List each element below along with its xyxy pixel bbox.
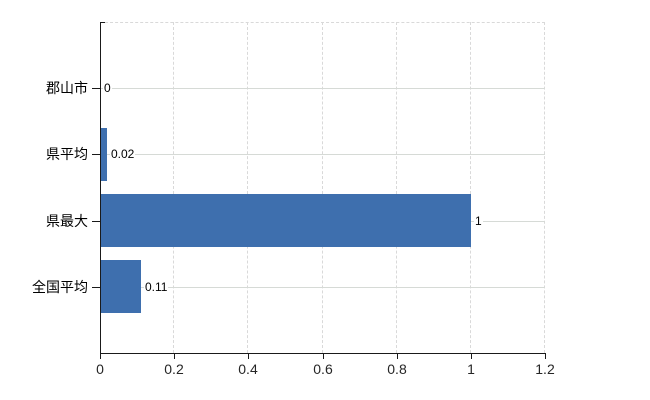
y-axis-tick: [92, 88, 100, 89]
x-tick-label: 0.4: [238, 361, 258, 377]
vertical-gridline: [321, 22, 323, 353]
y-axis-line: [100, 22, 101, 358]
vertical-gridline: [173, 22, 175, 353]
category-label: 県平均: [46, 146, 88, 162]
category-label: 全国平均: [32, 279, 88, 295]
bar-県平均: [100, 128, 107, 181]
category-label: 郡山市: [46, 80, 88, 96]
vertical-gridline: [469, 22, 471, 353]
x-axis-tick: [545, 354, 546, 359]
x-tick-label: 1.2: [535, 361, 555, 377]
vertical-gridline: [395, 22, 397, 353]
x-tick-label: 0.2: [164, 361, 184, 377]
y-axis-tick: [92, 154, 100, 155]
value-label: 0.11: [144, 279, 169, 295]
vertical-gridline: [247, 22, 249, 353]
x-axis-tick: [397, 354, 398, 359]
horizontal-gridline: [100, 88, 545, 89]
y-axis-tick: [92, 221, 100, 222]
value-label: 0.02: [110, 146, 136, 162]
bar-全国平均: [100, 260, 141, 313]
x-tick-label: 0.8: [387, 361, 407, 377]
bar-県最大: [100, 194, 471, 247]
value-label: 0: [103, 80, 112, 96]
x-tick-label: 1: [467, 361, 475, 377]
horizontal-gridline: [100, 287, 545, 288]
category-label: 県最大: [46, 213, 88, 229]
vertical-gridline: [544, 22, 545, 353]
x-axis-tick: [174, 354, 175, 359]
y-axis-tick: [92, 287, 100, 288]
x-axis-tick: [100, 354, 101, 359]
plot-top-border: [100, 22, 545, 23]
value-label: 1: [474, 213, 483, 229]
x-axis-tick: [323, 354, 324, 359]
horizontal-gridline: [100, 154, 545, 155]
x-axis-tick: [471, 354, 472, 359]
y-axis-top-cap: [100, 22, 105, 23]
x-tick-label: 0.6: [313, 361, 333, 377]
x-tick-label: 0: [96, 361, 104, 377]
x-axis-tick: [248, 354, 249, 359]
x-axis-line: [100, 353, 546, 354]
